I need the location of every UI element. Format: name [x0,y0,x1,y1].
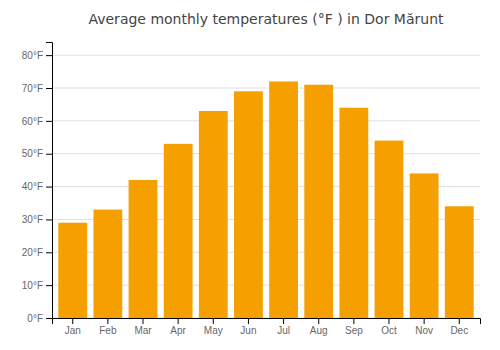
x-tick-mark [353,318,354,324]
chart: 0°F 10°F 20°F 30°F 40°F 50°F 60°F 70°F 80°F Jan Fe… [0,0,500,350]
y-tick-mark [46,55,52,56]
x-tick: Oct [381,318,397,336]
title: Average monthly temperatures (°F ) in Do… [88,11,444,27]
y-tick-label: 20°F [22,247,43,258]
x-tick: Feb [99,318,117,336]
x-tick-mark [213,318,214,324]
y-tick-label: 0°F [27,313,43,324]
y-tick-label: 80°F [22,50,43,61]
x-tick-label: Mar [134,325,152,336]
bar [93,210,122,318]
bar [375,141,404,318]
bar [269,81,298,318]
y-tick-label: 60°F [22,116,43,127]
x-tick: Jun [240,318,256,336]
x-tick: Sep [345,318,363,336]
x-axis-line [53,319,481,325]
x-tick-label: Dec [450,325,468,336]
bar [304,85,333,318]
bar [199,111,228,318]
x-tick: Apr [170,318,186,336]
y-tick-label: 50°F [22,148,43,159]
bars [58,81,473,318]
x-tick: Dec [450,318,468,336]
bar [234,91,263,318]
bar [339,108,368,318]
y-tick-mark [46,252,52,253]
x-axis: Jan Feb Mar Apr May Jun Jul Aug Sep Oct Nov Dec [53,318,481,336]
x-tick-mark [178,318,179,324]
x-tick: Mar [134,318,152,336]
y-tick: 70°F [22,83,52,94]
grid [52,55,480,318]
y-tick-label: 30°F [22,214,43,225]
y-tick-mark [46,121,52,122]
plot: 0°F 10°F 20°F 30°F 40°F 50°F 60°F 70°F 80°F Jan Fe… [22,43,481,337]
x-tick-mark [283,318,284,324]
y-tick: 0°F [27,313,52,324]
grid-line [52,55,480,56]
y-tick: 60°F [22,116,52,127]
y-tick: 10°F [22,280,52,291]
y-tick-mark [46,318,52,319]
bar [445,206,474,318]
x-tick-mark [72,318,73,324]
x-tick: May [204,318,223,336]
x-tick-mark [318,318,319,324]
x-tick-mark [388,318,389,324]
x-tick-label: Feb [99,325,117,336]
x-tick-label: Jun [240,325,256,336]
bar [58,223,87,318]
y-tick-label: 40°F [22,181,43,192]
x-tick-label: Nov [415,325,433,336]
x-tick-label: Aug [310,325,328,336]
y-tick-mark [46,219,52,220]
y-tick: 30°F [22,214,52,225]
bar [164,144,193,318]
y-axis: 0°F 10°F 20°F 30°F 40°F 50°F 60°F 70°F 80°F [22,43,53,324]
y-tick: 40°F [22,181,52,192]
x-tick-mark [248,318,249,324]
y-tick-mark [46,88,52,89]
y-tick-mark [46,154,52,155]
bar [129,180,158,318]
y-tick-mark [46,187,52,188]
y-tick: 50°F [22,148,52,159]
x-tick: Aug [310,318,328,336]
grid-line [52,153,480,154]
x-tick-label: Apr [170,325,186,336]
x-tick-label: Sep [345,325,363,336]
y-tick-mark [46,285,52,286]
x-tick-label: Oct [381,325,397,336]
y-tick-label: 70°F [22,83,43,94]
x-tick-label: Jul [277,325,290,336]
y-tick: 20°F [22,247,52,258]
grid-line [52,120,480,121]
y-axis-line [46,43,53,319]
x-tick-label: May [204,325,223,336]
x-tick-mark [459,318,460,324]
x-tick-mark [143,318,144,324]
x-tick-label: Jan [65,325,81,336]
x-tick-mark [107,318,108,324]
bar [410,173,439,318]
x-tick: Jul [277,318,290,336]
y-tick-label: 10°F [22,280,43,291]
x-tick: Jan [65,318,81,336]
grid-line [52,88,480,89]
x-tick: Nov [415,318,433,336]
y-tick: 80°F [22,50,52,61]
x-tick-mark [424,318,425,324]
